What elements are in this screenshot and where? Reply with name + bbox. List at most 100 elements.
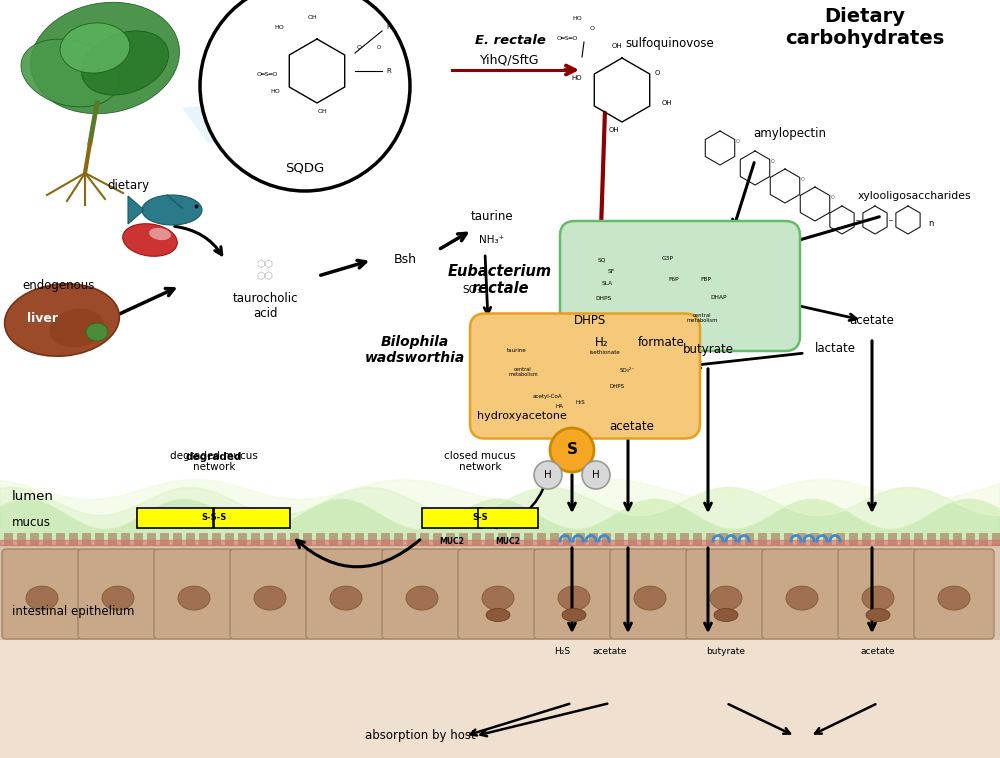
Ellipse shape <box>562 609 586 622</box>
FancyBboxPatch shape <box>836 533 845 546</box>
FancyBboxPatch shape <box>823 533 832 546</box>
Text: acetate: acetate <box>850 314 894 327</box>
Text: absorption by host: absorption by host <box>365 729 475 743</box>
Text: xylooligosaccharides: xylooligosaccharides <box>858 191 972 201</box>
Text: central
metabolism: central metabolism <box>686 312 718 324</box>
Text: dietary: dietary <box>107 180 149 193</box>
FancyBboxPatch shape <box>888 533 897 546</box>
Text: OH: OH <box>662 100 672 106</box>
FancyBboxPatch shape <box>992 533 1000 546</box>
Text: SLA: SLA <box>602 281 613 286</box>
Circle shape <box>534 461 562 489</box>
FancyBboxPatch shape <box>470 314 700 438</box>
Text: mucus: mucus <box>12 516 51 529</box>
Text: Bilophila
wadsworthia: Bilophila wadsworthia <box>365 335 465 365</box>
Ellipse shape <box>330 586 362 610</box>
Text: O: O <box>771 159 775 164</box>
FancyBboxPatch shape <box>875 533 884 546</box>
FancyBboxPatch shape <box>342 533 351 546</box>
Ellipse shape <box>482 586 514 610</box>
Text: ⬡⬡
⬡⬡: ⬡⬡ ⬡⬡ <box>256 259 274 280</box>
Text: HO: HO <box>572 75 582 81</box>
FancyBboxPatch shape <box>771 533 780 546</box>
FancyBboxPatch shape <box>719 533 728 546</box>
Text: R: R <box>387 68 391 74</box>
Text: OH: OH <box>609 127 619 133</box>
Text: O: O <box>831 195 835 200</box>
FancyBboxPatch shape <box>43 533 52 546</box>
Text: taurine: taurine <box>471 209 513 223</box>
Text: acetate: acetate <box>593 647 627 656</box>
FancyBboxPatch shape <box>95 533 104 546</box>
FancyBboxPatch shape <box>563 533 572 546</box>
FancyBboxPatch shape <box>382 549 462 639</box>
Text: E. rectale: E. rectale <box>475 33 545 46</box>
Ellipse shape <box>142 195 202 225</box>
Text: Bsh: Bsh <box>394 253 416 267</box>
Text: O: O <box>377 45 381 50</box>
Text: taurine: taurine <box>507 348 527 353</box>
FancyBboxPatch shape <box>251 533 260 546</box>
Text: HO: HO <box>270 89 280 94</box>
FancyBboxPatch shape <box>303 533 312 546</box>
FancyBboxPatch shape <box>602 533 611 546</box>
Text: R: R <box>387 24 391 30</box>
Text: G3P: G3P <box>662 256 674 261</box>
Text: S-S: S-S <box>472 513 488 522</box>
FancyBboxPatch shape <box>560 221 800 351</box>
FancyBboxPatch shape <box>732 533 741 546</box>
FancyBboxPatch shape <box>30 533 39 546</box>
FancyBboxPatch shape <box>137 508 213 528</box>
Ellipse shape <box>866 609 890 622</box>
Text: O: O <box>736 139 740 144</box>
FancyBboxPatch shape <box>914 549 994 639</box>
Text: amylopectin: amylopectin <box>754 127 826 139</box>
FancyBboxPatch shape <box>78 549 158 639</box>
Text: SO₃²⁻: SO₃²⁻ <box>620 368 635 373</box>
FancyBboxPatch shape <box>0 640 1000 758</box>
Circle shape <box>550 428 594 472</box>
Polygon shape <box>182 103 268 143</box>
FancyBboxPatch shape <box>966 533 975 546</box>
FancyBboxPatch shape <box>838 549 918 639</box>
FancyBboxPatch shape <box>108 533 117 546</box>
FancyBboxPatch shape <box>610 549 690 639</box>
Text: O═S═O: O═S═O <box>256 72 278 77</box>
Text: Eubacterium
rectale: Eubacterium rectale <box>448 264 552 296</box>
Circle shape <box>200 0 410 191</box>
Text: O: O <box>356 45 362 50</box>
FancyBboxPatch shape <box>901 533 910 546</box>
Ellipse shape <box>26 586 58 610</box>
Ellipse shape <box>102 586 134 610</box>
FancyBboxPatch shape <box>524 533 533 546</box>
Text: YihQ/SftG: YihQ/SftG <box>480 54 540 67</box>
Text: endogenous: endogenous <box>22 280 94 293</box>
FancyBboxPatch shape <box>745 533 754 546</box>
Ellipse shape <box>60 23 130 73</box>
FancyBboxPatch shape <box>420 533 429 546</box>
FancyBboxPatch shape <box>290 533 299 546</box>
Text: SQDG: SQDG <box>285 161 325 174</box>
Ellipse shape <box>714 609 738 622</box>
FancyBboxPatch shape <box>422 508 482 528</box>
Text: O═S═O: O═S═O <box>556 36 578 41</box>
FancyBboxPatch shape <box>407 533 416 546</box>
FancyBboxPatch shape <box>758 533 767 546</box>
FancyBboxPatch shape <box>762 549 842 639</box>
Text: hydroxyacetone: hydroxyacetone <box>477 411 567 421</box>
Ellipse shape <box>86 323 108 341</box>
Text: acetate: acetate <box>610 419 654 433</box>
Text: O: O <box>654 70 660 76</box>
Ellipse shape <box>406 586 438 610</box>
Ellipse shape <box>862 586 894 610</box>
Text: DHPS: DHPS <box>610 384 625 389</box>
Ellipse shape <box>31 2 179 114</box>
FancyBboxPatch shape <box>667 533 676 546</box>
FancyBboxPatch shape <box>154 549 234 639</box>
Text: sulfoquinovose: sulfoquinovose <box>626 36 714 49</box>
Text: liver: liver <box>26 312 58 324</box>
FancyBboxPatch shape <box>225 533 234 546</box>
Text: intestinal epithelium: intestinal epithelium <box>12 606 134 619</box>
FancyBboxPatch shape <box>797 533 806 546</box>
Ellipse shape <box>50 309 104 347</box>
